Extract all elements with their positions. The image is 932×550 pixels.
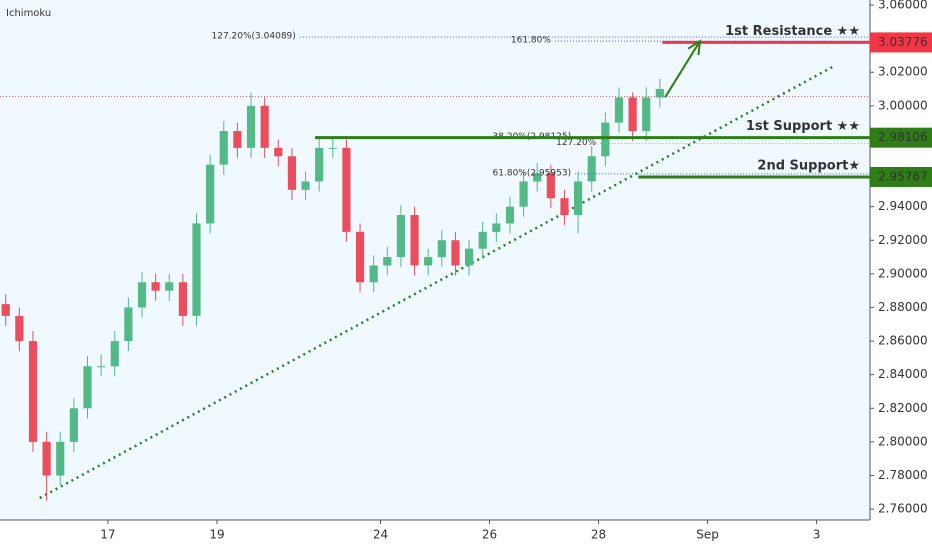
arrow <box>664 40 701 98</box>
candle-body <box>219 131 228 165</box>
candle-body <box>369 265 378 283</box>
y-tick-label: 2.78000 <box>878 468 928 482</box>
indicator-name: Ichimoku <box>6 8 51 19</box>
candle-body <box>315 147 324 182</box>
candle-body <box>246 105 256 148</box>
candle-body <box>69 408 78 442</box>
candle-body <box>383 257 392 266</box>
y-tick-label: 2.92000 <box>878 233 928 247</box>
level-label: 1st Resistance ★★ <box>725 24 860 39</box>
x-tick-label: 28 <box>591 528 606 542</box>
y-tick-label: 2.82000 <box>878 401 928 415</box>
candle-body <box>15 315 24 342</box>
candle-body <box>410 215 419 266</box>
price-tag-label: 2.95767 <box>878 169 928 183</box>
x-tick-label: Sep <box>696 528 719 542</box>
x-tick-label: 19 <box>209 528 224 542</box>
level-label: 2nd Support★ <box>757 158 860 173</box>
candle-body <box>28 341 38 442</box>
y-tick-label: 2.84000 <box>878 367 928 381</box>
candle-body <box>655 89 664 98</box>
candle-body <box>492 223 501 232</box>
candle-body <box>355 231 365 283</box>
x-tick-label: 3 <box>813 528 821 542</box>
y-tick-label: 3.06000 <box>878 0 928 12</box>
candle-body <box>233 131 242 148</box>
x-tick-label: 17 <box>100 528 115 542</box>
candle-body <box>165 282 174 291</box>
candle-body <box>533 173 542 182</box>
candle-body <box>328 147 337 149</box>
candle-body <box>342 147 351 232</box>
y-tick-label: 3.00000 <box>878 98 928 112</box>
candle-body <box>124 307 133 342</box>
candle-body <box>587 156 596 182</box>
candle-body <box>178 282 187 316</box>
candle-body <box>464 248 474 266</box>
y-tick-label: 2.86000 <box>878 334 928 348</box>
candle-body <box>437 240 446 258</box>
candle-body <box>574 181 583 216</box>
y-tick-label: 2.76000 <box>878 502 928 516</box>
candle-body <box>206 164 215 224</box>
candle-body <box>451 240 460 266</box>
price-tag-label: 2.98106 <box>878 130 928 144</box>
y-tick-label: 2.88000 <box>878 300 928 314</box>
candle-body <box>192 223 201 316</box>
x-tick-label: 24 <box>373 528 388 542</box>
fib-label: 61.80%(2.95953) <box>493 168 572 178</box>
y-tick-label: 2.90000 <box>878 266 928 280</box>
candle-body <box>424 257 433 266</box>
price-tag <box>870 127 932 148</box>
price-tag-label: 3.03776 <box>878 35 928 49</box>
price-tag <box>870 166 932 187</box>
candle-body <box>56 441 65 476</box>
candle-body <box>137 282 147 308</box>
y-tick-label: 2.80000 <box>878 434 928 448</box>
candle-body <box>1 304 10 316</box>
trendline <box>39 64 836 500</box>
candle-body <box>110 341 119 367</box>
candle-body <box>97 366 106 368</box>
fib-label: 127.20% <box>556 138 596 148</box>
candle-body <box>519 181 528 207</box>
x-tick-label: 26 <box>482 528 497 542</box>
candle-body <box>151 282 160 291</box>
price-tag <box>870 32 932 53</box>
y-tick-label: 3.02000 <box>878 65 928 79</box>
candle-body <box>546 173 555 199</box>
candle-body <box>83 366 92 409</box>
level-label: 1st Support ★★ <box>746 119 860 134</box>
candle-body <box>260 105 269 148</box>
arrow-head <box>687 39 702 56</box>
candle-body <box>601 122 610 157</box>
candle-body <box>301 181 310 190</box>
fib-label: 127.20%(3.04089) <box>212 32 296 42</box>
candle-body <box>614 97 624 123</box>
candle-body <box>628 97 637 132</box>
plot-background <box>0 0 870 520</box>
candle-body <box>505 206 515 224</box>
candle-body <box>642 97 651 132</box>
candle-body <box>396 215 406 258</box>
candle-body <box>560 198 569 216</box>
y-tick-label: 2.94000 <box>878 199 928 213</box>
candle-body <box>274 147 283 157</box>
candle-body <box>42 441 51 476</box>
fib-label: 161.80% <box>511 36 551 46</box>
candle-body <box>478 231 487 249</box>
candle-body <box>287 156 296 190</box>
